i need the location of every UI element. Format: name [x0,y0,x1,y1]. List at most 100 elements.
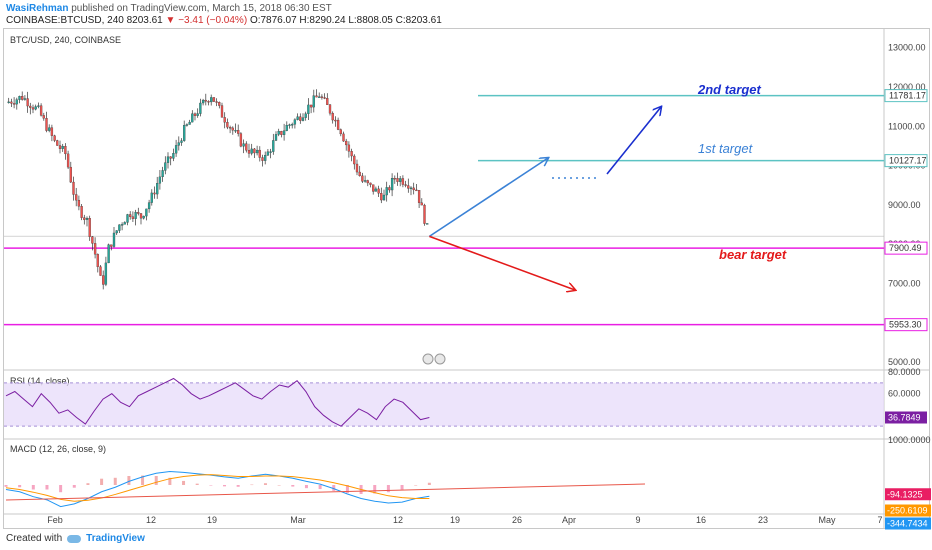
candle-body [318,96,321,98]
candle-body [96,254,99,267]
candle-body [115,230,118,234]
candle-body [242,143,245,147]
candle-body [396,178,399,182]
candle-body [407,185,410,189]
macd-histogram-bar [427,482,431,485]
macd-histogram-bar [373,485,377,494]
x-tick-label: Mar [290,515,306,525]
macd-pane-title: MACD (12, 26, close, 9) [10,444,106,454]
macd-histogram-bar [318,485,322,490]
candle-body [93,243,97,255]
candle-body [196,113,199,116]
candle-body [120,224,124,226]
candle-body [85,218,89,220]
candle-body [204,99,207,102]
candle-body [361,175,364,182]
candle-body [423,204,426,224]
price-tick-label: 7000.00 [888,279,921,289]
candle-body [107,244,110,264]
macd-line [5,470,430,508]
level-badge [884,241,928,255]
macd-histogram-bar [154,476,158,485]
candle-body [88,218,91,237]
candle-body [309,104,313,108]
candle-body [382,194,386,201]
candle-body [191,113,194,123]
candle-body [245,143,248,151]
candle-body [83,217,86,220]
signal-line [5,474,430,502]
candle-body [299,116,302,121]
candle-body [390,178,394,191]
candle-body [355,163,359,173]
candle-body [369,182,372,185]
candle-body [137,212,140,214]
candle-body [228,127,232,129]
candle-body [183,125,186,141]
macd-histogram-bar [236,485,240,487]
candle-body [331,113,334,121]
macd-histogram-bar [304,485,308,489]
candle-body [199,102,202,114]
x-tick-label: May [818,515,836,525]
candle-body [323,97,326,99]
candle-body [250,148,253,154]
candle-body [326,98,329,105]
rsi-value-label: 36.7849 [888,413,921,423]
macd-histogram-bar [141,475,145,485]
candle-body [147,202,151,210]
candle-body [110,244,113,247]
symbol-info: COINBASE:BTCUSD, 240 8203.61 [6,15,163,26]
candle-body [417,190,421,203]
macd-histogram-bar [195,483,199,485]
publish-info: WasiRehman published on TradingView.com,… [6,3,332,14]
x-tick-label: 19 [207,515,217,525]
candle-body [304,113,307,118]
candle-body [239,133,243,147]
candle-body [37,105,40,107]
candle-body [280,131,283,135]
candle-body [258,149,261,158]
level-badge-label: 5953.30 [889,320,922,330]
x-tick-label: 19 [450,515,460,525]
tradingview-brand[interactable]: TradingView [86,533,145,544]
candle-body [393,178,396,180]
candle-body [353,155,356,165]
macd-histogram-bar [86,483,90,485]
candle-body [269,151,272,153]
candle-body [409,187,413,190]
candle-body [320,96,324,98]
level-badge [884,154,928,168]
candle-body [277,131,280,135]
candle-body [345,140,348,146]
x-tick-label: 12 [393,515,403,525]
candle-body [142,215,145,219]
candle-body [223,117,226,123]
price-change: ▼ −3.41 (−0.04%) [165,15,248,26]
candle-body [231,127,234,131]
candle-body [64,146,67,155]
candle-body [112,232,116,247]
macd-histogram-bar [59,485,63,493]
level-badge-label: 11781.17 [889,91,926,101]
author-name[interactable]: WasiRehman [6,3,69,14]
macd-value-label: -344.7434 [887,519,928,529]
x-tick-label: 23 [758,515,768,525]
candle-body [164,162,167,171]
price-tick-label: 5000.00 [888,357,921,367]
level-badge [884,318,928,332]
candle-body [31,107,35,110]
candle-body [388,187,391,191]
candle-body [253,148,256,154]
candle-body [412,187,415,191]
candle-body [131,216,135,219]
bull-arrow-1 [428,158,548,238]
candle-body [272,140,275,152]
candle-body [77,199,81,207]
candle-body [42,115,45,119]
x-tick-label: 7 [877,515,882,525]
candle-body [342,133,345,142]
candle-body [48,127,51,131]
rsi-tick-label: 80.0000 [888,367,921,377]
